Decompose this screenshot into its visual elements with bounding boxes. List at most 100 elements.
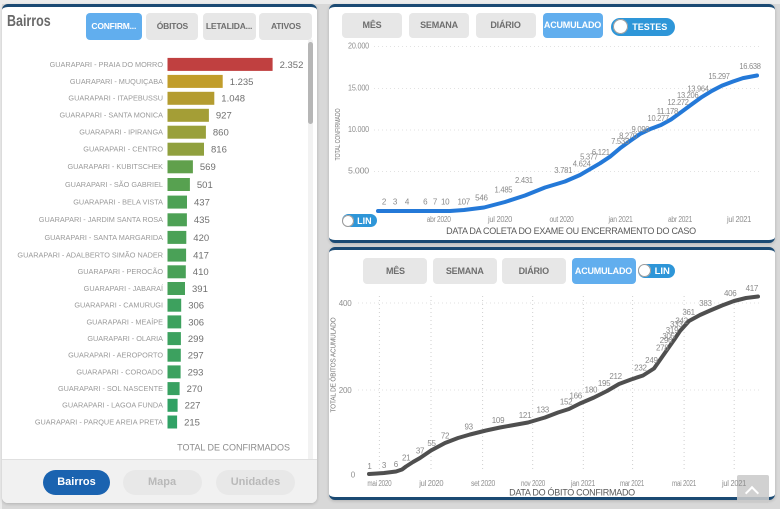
svg-text:361: 361 [682, 308, 695, 317]
svg-text:13.206: 13.206 [677, 91, 699, 100]
svg-text:abr 2020: abr 2020 [427, 215, 452, 224]
svg-text:15.000: 15.000 [348, 84, 370, 93]
svg-text:417: 417 [193, 251, 209, 262]
svg-text:319: 319 [666, 326, 679, 335]
svg-text:860: 860 [213, 128, 229, 139]
svg-text:5.377: 5.377 [580, 152, 599, 161]
svg-text:166: 166 [569, 392, 582, 401]
svg-text:16.638: 16.638 [739, 62, 761, 71]
svg-text:1.048: 1.048 [221, 94, 245, 105]
svg-text:109: 109 [492, 416, 505, 425]
svg-text:5.000: 5.000 [348, 167, 370, 176]
svg-text:jul 2020: jul 2020 [418, 479, 444, 488]
svg-text:2: 2 [382, 198, 387, 207]
svg-text:jul 2021: jul 2021 [726, 215, 752, 224]
svg-text:3: 3 [393, 198, 398, 207]
svg-text:93: 93 [465, 423, 474, 432]
svg-text:296: 296 [660, 336, 673, 345]
svg-text:195: 195 [598, 379, 611, 388]
svg-text:7.533: 7.533 [611, 137, 630, 146]
svg-text:306: 306 [188, 301, 204, 312]
svg-text:GUARAPARI - ADALBERTO SIMÃO NA: GUARAPARI - ADALBERTO SIMÃO NADER [17, 251, 163, 260]
svg-text:6.121: 6.121 [592, 148, 611, 157]
svg-text:GUARAPARI - SANTA MONICA: GUARAPARI - SANTA MONICA [59, 111, 163, 120]
svg-text:9.090: 9.090 [632, 125, 651, 134]
svg-text:GUARAPARI - PRAIA DO MORRO: GUARAPARI - PRAIA DO MORRO [50, 60, 164, 69]
svg-text:11.178: 11.178 [657, 107, 679, 116]
svg-text:55: 55 [427, 439, 436, 448]
svg-text:383: 383 [699, 299, 712, 308]
svg-text:3.781: 3.781 [554, 166, 573, 175]
svg-text:GUARAPARI - OLARIA: GUARAPARI - OLARIA [87, 334, 163, 343]
svg-text:121: 121 [519, 411, 532, 420]
svg-text:306: 306 [188, 317, 204, 328]
svg-text:jan 2021: jan 2021 [570, 479, 596, 488]
svg-text:270: 270 [187, 384, 203, 395]
svg-text:152: 152 [560, 398, 573, 407]
svg-text:15.297: 15.297 [708, 72, 730, 81]
svg-text:2.431: 2.431 [515, 176, 534, 185]
svg-text:GUARAPARI - JABARAÍ: GUARAPARI - JABARAÍ [84, 284, 164, 293]
svg-text:37: 37 [416, 447, 425, 456]
svg-text:333: 333 [670, 320, 683, 329]
svg-text:2.352: 2.352 [280, 60, 304, 71]
svg-text:7: 7 [433, 198, 438, 207]
svg-text:927: 927 [216, 111, 232, 122]
svg-text:GUARAPARI - BELA VISTA: GUARAPARI - BELA VISTA [73, 198, 163, 207]
svg-text:6: 6 [423, 198, 428, 207]
svg-text:215: 215 [184, 417, 200, 428]
svg-text:133: 133 [536, 406, 549, 415]
svg-text:200: 200 [339, 386, 352, 395]
svg-text:417: 417 [746, 284, 759, 293]
svg-text:410: 410 [193, 267, 209, 278]
svg-text:jul 2020: jul 2020 [487, 215, 513, 224]
svg-text:GUARAPARI - LAGOA FUNDA: GUARAPARI - LAGOA FUNDA [62, 401, 163, 410]
svg-text:107: 107 [457, 198, 470, 207]
svg-text:TOTAL DE ÓBITOS ACUMULADO: TOTAL DE ÓBITOS ACUMULADO [329, 317, 338, 412]
svg-text:3: 3 [382, 461, 387, 470]
svg-text:501: 501 [197, 180, 213, 191]
svg-text:GUARAPARI - CAMURUGI: GUARAPARI - CAMURUGI [74, 301, 163, 310]
svg-text:GUARAPARI - SOL NASCENTE: GUARAPARI - SOL NASCENTE [58, 384, 163, 393]
svg-text:GUARAPARI - PARQUE AREIA PRETA: GUARAPARI - PARQUE AREIA PRETA [35, 417, 163, 426]
svg-text:12.272: 12.272 [667, 98, 689, 107]
svg-text:249: 249 [645, 356, 658, 365]
svg-text:180: 180 [585, 386, 598, 395]
svg-text:4.624: 4.624 [573, 160, 592, 169]
svg-text:1.235: 1.235 [230, 77, 254, 88]
svg-text:10: 10 [441, 198, 450, 207]
svg-text:mai 2021: mai 2021 [672, 479, 697, 488]
svg-text:10.277: 10.277 [648, 114, 670, 123]
svg-text:342: 342 [675, 316, 688, 325]
svg-text:816: 816 [211, 145, 227, 156]
svg-text:mar 2021: mar 2021 [620, 479, 645, 488]
svg-text:420: 420 [193, 233, 209, 244]
svg-text:406: 406 [724, 289, 737, 298]
svg-text:293: 293 [188, 367, 204, 378]
svg-text:212: 212 [609, 372, 622, 381]
svg-text:set 2020: set 2020 [471, 479, 496, 488]
svg-text:TOTAL CONFIRMADO: TOTAL CONFIRMADO [333, 108, 342, 160]
svg-text:278: 278 [656, 344, 669, 353]
svg-text:abr 2021: abr 2021 [668, 215, 693, 224]
svg-text:569: 569 [200, 162, 216, 173]
svg-text:GUARAPARI - SÃO GABRIEL: GUARAPARI - SÃO GABRIEL [65, 180, 163, 189]
svg-text:20.000: 20.000 [348, 42, 370, 51]
svg-text:437: 437 [194, 198, 210, 209]
svg-text:GUARAPARI - ITAPEBUSSU: GUARAPARI - ITAPEBUSSU [68, 94, 163, 103]
svg-text:DATA DO ÓBITO CONFIRMADO: DATA DO ÓBITO CONFIRMADO [509, 488, 635, 498]
svg-text:435: 435 [194, 215, 210, 226]
svg-text:GUARAPARI - MEAÍPE: GUARAPARI - MEAÍPE [87, 317, 164, 326]
svg-text:GUARAPARI - COROADO: GUARAPARI - COROADO [76, 367, 163, 376]
svg-text:GUARAPARI - AEROPORTO: GUARAPARI - AEROPORTO [68, 351, 163, 360]
svg-text:1: 1 [367, 462, 372, 471]
svg-text:GUARAPARI - MUQUIÇABA: GUARAPARI - MUQUIÇABA [70, 77, 163, 86]
svg-text:10.000: 10.000 [348, 125, 370, 134]
svg-text:4: 4 [405, 198, 410, 207]
svg-text:jul 2021: jul 2021 [721, 479, 747, 488]
svg-text:GUARAPARI - SANTA MARGARIDA: GUARAPARI - SANTA MARGARIDA [44, 233, 163, 242]
svg-text:nov 2020: nov 2020 [521, 479, 546, 488]
svg-text:1.485: 1.485 [495, 185, 514, 194]
svg-text:232: 232 [634, 363, 647, 372]
svg-text:mai 2020: mai 2020 [367, 479, 392, 488]
